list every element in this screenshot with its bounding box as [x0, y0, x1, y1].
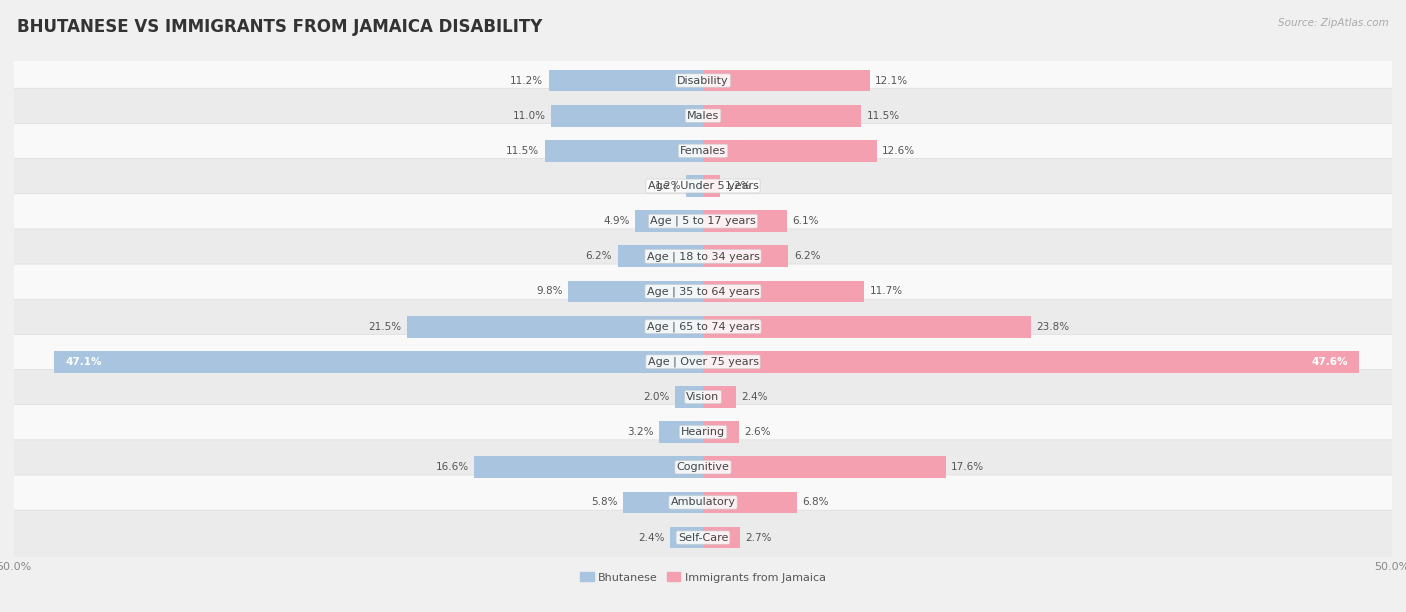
Bar — [548, 70, 703, 91]
Text: 11.5%: 11.5% — [868, 111, 900, 121]
Text: Age | 65 to 74 years: Age | 65 to 74 years — [647, 321, 759, 332]
Text: Age | 5 to 17 years: Age | 5 to 17 years — [650, 216, 756, 226]
Bar — [703, 421, 738, 443]
Bar — [474, 457, 703, 478]
Bar — [669, 527, 703, 548]
Text: Hearing: Hearing — [681, 427, 725, 437]
Bar — [703, 386, 737, 408]
Text: 11.5%: 11.5% — [506, 146, 538, 156]
Text: 2.7%: 2.7% — [745, 532, 772, 543]
FancyBboxPatch shape — [10, 194, 1396, 248]
Text: 9.8%: 9.8% — [536, 286, 562, 296]
Bar — [703, 175, 720, 197]
Text: 11.0%: 11.0% — [513, 111, 546, 121]
Text: 16.6%: 16.6% — [436, 462, 468, 472]
Bar — [636, 211, 703, 232]
Bar — [703, 316, 1031, 338]
Text: 11.7%: 11.7% — [870, 286, 903, 296]
Text: Cognitive: Cognitive — [676, 462, 730, 472]
Text: 6.2%: 6.2% — [794, 252, 821, 261]
FancyBboxPatch shape — [10, 299, 1396, 354]
FancyBboxPatch shape — [10, 88, 1396, 143]
Text: Source: ZipAtlas.com: Source: ZipAtlas.com — [1278, 18, 1389, 28]
Text: Males: Males — [688, 111, 718, 121]
Bar — [53, 351, 703, 373]
Text: 12.1%: 12.1% — [875, 75, 908, 86]
Bar — [703, 140, 876, 162]
FancyBboxPatch shape — [10, 405, 1396, 460]
Bar — [703, 351, 1358, 373]
Text: Disability: Disability — [678, 75, 728, 86]
FancyBboxPatch shape — [10, 334, 1396, 389]
Text: 21.5%: 21.5% — [368, 322, 401, 332]
Text: 2.4%: 2.4% — [638, 532, 665, 543]
Bar — [703, 105, 862, 127]
Text: 47.1%: 47.1% — [65, 357, 101, 367]
Bar — [406, 316, 703, 338]
FancyBboxPatch shape — [10, 475, 1396, 530]
FancyBboxPatch shape — [10, 159, 1396, 214]
Text: 1.2%: 1.2% — [654, 181, 681, 191]
Bar — [703, 211, 787, 232]
FancyBboxPatch shape — [10, 229, 1396, 284]
Text: Self-Care: Self-Care — [678, 532, 728, 543]
Bar — [686, 175, 703, 197]
Bar — [544, 140, 703, 162]
Text: 17.6%: 17.6% — [950, 462, 984, 472]
FancyBboxPatch shape — [10, 124, 1396, 178]
Bar — [551, 105, 703, 127]
Text: Vision: Vision — [686, 392, 720, 402]
FancyBboxPatch shape — [10, 510, 1396, 565]
Bar — [703, 491, 797, 513]
Bar — [703, 245, 789, 267]
Bar — [703, 457, 945, 478]
FancyBboxPatch shape — [10, 264, 1396, 319]
Bar — [617, 245, 703, 267]
Text: Age | 18 to 34 years: Age | 18 to 34 years — [647, 251, 759, 261]
FancyBboxPatch shape — [10, 370, 1396, 424]
Text: BHUTANESE VS IMMIGRANTS FROM JAMAICA DISABILITY: BHUTANESE VS IMMIGRANTS FROM JAMAICA DIS… — [17, 18, 543, 36]
Bar — [568, 280, 703, 302]
Text: 6.8%: 6.8% — [803, 498, 828, 507]
Bar — [703, 70, 870, 91]
Text: 12.6%: 12.6% — [882, 146, 915, 156]
Text: 6.1%: 6.1% — [793, 216, 820, 226]
Text: 2.0%: 2.0% — [644, 392, 669, 402]
Text: Ambulatory: Ambulatory — [671, 498, 735, 507]
Bar — [703, 280, 865, 302]
Bar — [623, 491, 703, 513]
Bar — [675, 386, 703, 408]
Text: 1.2%: 1.2% — [725, 181, 752, 191]
Text: Females: Females — [681, 146, 725, 156]
FancyBboxPatch shape — [10, 440, 1396, 494]
Text: Age | Over 75 years: Age | Over 75 years — [648, 357, 758, 367]
Text: 2.6%: 2.6% — [744, 427, 770, 437]
Text: 47.6%: 47.6% — [1312, 357, 1348, 367]
Text: Age | 35 to 64 years: Age | 35 to 64 years — [647, 286, 759, 297]
Legend: Bhutanese, Immigrants from Jamaica: Bhutanese, Immigrants from Jamaica — [576, 568, 830, 587]
Text: 11.2%: 11.2% — [510, 75, 543, 86]
Text: 2.4%: 2.4% — [741, 392, 768, 402]
Bar — [659, 421, 703, 443]
Text: 23.8%: 23.8% — [1036, 322, 1070, 332]
Text: 5.8%: 5.8% — [591, 498, 617, 507]
Bar — [703, 527, 740, 548]
Text: 6.2%: 6.2% — [585, 252, 612, 261]
Text: 3.2%: 3.2% — [627, 427, 654, 437]
Text: 4.9%: 4.9% — [603, 216, 630, 226]
Text: Age | Under 5 years: Age | Under 5 years — [648, 181, 758, 192]
FancyBboxPatch shape — [10, 53, 1396, 108]
